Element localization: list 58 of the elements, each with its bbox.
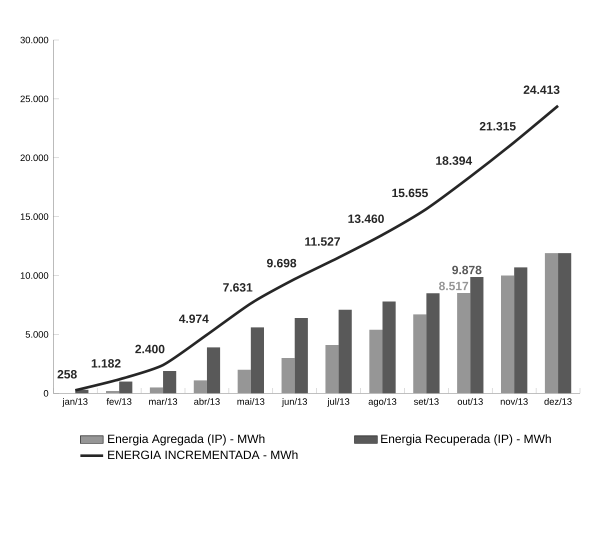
x-tick-label: set/13 [414,398,439,405]
y-tick-label: 15.000 [20,213,48,220]
bar [294,318,308,394]
data-label: 258 [58,370,77,379]
x-tick-label: abr/13 [194,398,220,405]
bar [426,293,440,394]
bar [238,370,251,394]
bar [382,301,396,394]
bar [106,390,120,394]
data-label: 18.394 [436,156,472,165]
bar [194,380,207,394]
x-tick-label: jul/13 [327,398,350,407]
data-label: 15.655 [392,188,428,198]
bar [325,345,339,394]
bar [119,382,132,394]
bar [413,314,426,394]
data-label: 7.631 [223,283,252,292]
bar [250,327,264,394]
x-tick-label: dez/13 [544,398,572,405]
bar [457,293,470,394]
bar [470,276,484,394]
legend-label: Energia Recuperada (IP) - MWh [381,434,551,446]
data-label: 11.527 [305,237,340,246]
data-label: 13.460 [348,214,384,224]
bar [206,347,220,394]
bar [369,330,382,394]
bar [558,253,572,394]
x-tick-label: mar/13 [149,398,178,405]
x-tick-label: jun/13 [282,398,308,407]
data-label: 1.182 [92,359,121,368]
bar [150,387,164,394]
x-tick-label: nov/13 [500,398,528,405]
data-label: 9.698 [266,258,296,268]
data-label: 8.517 [439,282,468,290]
y-tick-label: 0 [44,390,48,397]
x-tick-label: fev/13 [106,398,132,405]
x-tick-label: out/13 [458,398,483,405]
data-label: 24.413 [524,86,560,94]
x-tick-label: mai/13 [237,398,264,405]
x-tick-label: ago/13 [368,398,396,407]
bar [501,276,514,394]
y-tick-label: 25.000 [20,96,48,102]
y-tick-label: 20.000 [20,154,48,162]
y-tick-label: 10.000 [20,272,48,279]
bar [544,253,558,394]
bar [282,358,295,394]
bar [338,310,352,394]
data-label: 21.315 [480,122,516,131]
legend-label: Energia Agregada (IP) - MWh [108,434,264,446]
bar [514,267,528,394]
legend-label: ENERGIA INCREMENTADA - MWh [108,450,298,460]
y-tick-label: 30.000 [20,36,48,44]
y-tick-label: 5.000 [26,331,48,338]
x-tick-label: jan/13 [62,398,88,407]
data-label: 4.974 [178,314,209,323]
bar [163,370,176,394]
data-label: 9.878 [452,266,482,274]
data-label: 2.400 [135,344,164,354]
